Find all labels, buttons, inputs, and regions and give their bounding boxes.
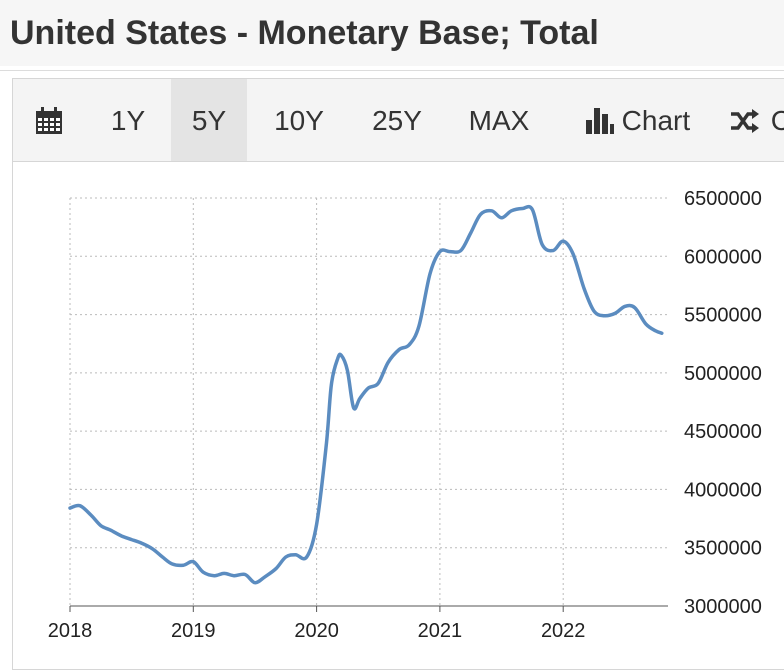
y-tick-label: 5500000 <box>684 305 762 327</box>
x-tick-label: 2019 <box>171 620 216 642</box>
y-tick-label: 4500000 <box>684 421 762 443</box>
line-chart: 2018 2019 2020 2021 2022 6500000 6000000 55000… <box>48 188 762 642</box>
calendar-icon <box>36 106 62 134</box>
compare-button[interactable]: C <box>731 79 784 161</box>
chart-type-label: Chart <box>621 105 691 136</box>
range-max-button[interactable]: MAX <box>468 105 530 136</box>
x-tick-label: 2020 <box>294 620 339 642</box>
y-tick-group: 6500000 6000000 5500000 5000000 4500000 40000… <box>684 188 762 618</box>
compare-label: C <box>771 105 784 136</box>
chart-type-button[interactable]: Chart <box>573 79 703 161</box>
bar-chart-icon <box>585 107 614 134</box>
x-tick-group: 2018 2019 2020 2021 2022 <box>48 606 586 642</box>
range-1y-button[interactable]: 1Y <box>110 105 146 136</box>
chart-panel <box>12 78 784 670</box>
y-tick-label: 3000000 <box>684 596 762 618</box>
range-25y-button[interactable]: 25Y <box>372 105 422 136</box>
series-line-monetary-base <box>68 204 664 585</box>
range-10y-button[interactable]: 10Y <box>274 105 324 136</box>
y-tick-label: 3500000 <box>684 538 762 560</box>
x-tick-label: 2021 <box>418 620 463 642</box>
y-tick-label: 4000000 <box>684 479 762 501</box>
calendar-button[interactable] <box>13 79 85 161</box>
title-divider <box>0 70 784 71</box>
x-tick-label: 2022 <box>541 620 586 642</box>
range-5y-button[interactable]: 5Y <box>171 79 247 161</box>
grid-layer <box>69 197 668 606</box>
toolbar: 1Y 5Y 10Y 25Y MAX Chart C <box>12 78 784 162</box>
y-tick-label: 6000000 <box>684 246 762 268</box>
x-tick-label: 2018 <box>48 620 93 642</box>
y-tick-label: 6500000 <box>684 188 762 210</box>
y-tick-label: 5000000 <box>684 363 762 385</box>
page-title: United States - Monetary Base; Total <box>0 0 784 66</box>
shuffle-icon <box>731 108 759 133</box>
